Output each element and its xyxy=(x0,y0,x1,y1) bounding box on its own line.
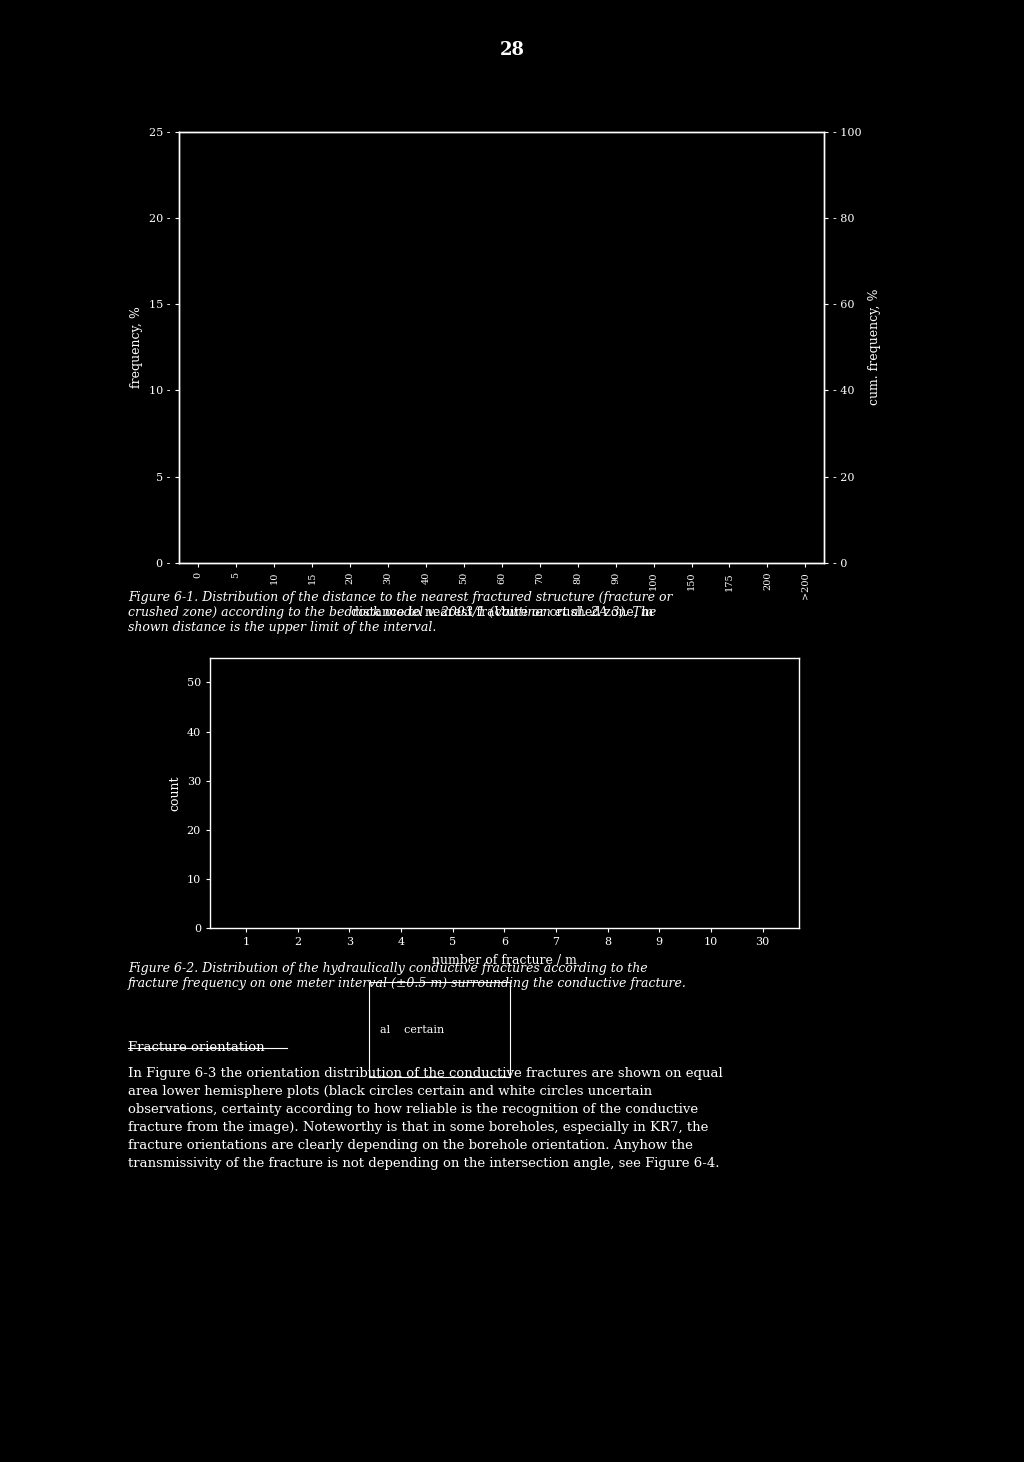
Text: Figure 6-1. Distribution of the distance to the nearest fractured structure (fra: Figure 6-1. Distribution of the distance… xyxy=(128,591,673,633)
Text: 28: 28 xyxy=(500,41,524,58)
Text: In Figure 6-3 the orientation distribution of the conductive fractures are shown: In Figure 6-3 the orientation distributi… xyxy=(128,1067,723,1170)
Y-axis label: cum. frequency, %: cum. frequency, % xyxy=(867,289,881,405)
Y-axis label: frequency, %: frequency, % xyxy=(130,306,143,389)
X-axis label: number of fracture / m: number of fracture / m xyxy=(432,955,577,968)
Text: Fracture orientation: Fracture orientation xyxy=(128,1041,264,1054)
X-axis label: distance to nearest fracture or crushed zone, m: distance to nearest fracture or crushed … xyxy=(350,605,653,618)
Text: Figure 6-2. Distribution of the hydraulically conductive fractures according to : Figure 6-2. Distribution of the hydrauli… xyxy=(128,962,687,990)
Y-axis label: count: count xyxy=(168,775,181,811)
